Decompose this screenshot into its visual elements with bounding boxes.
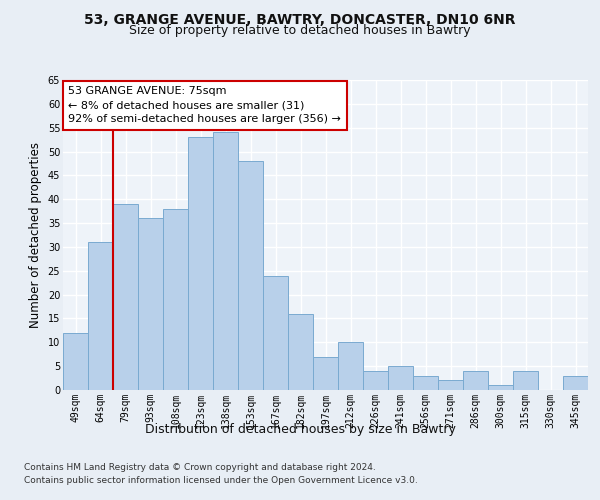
- Text: 53 GRANGE AVENUE: 75sqm
← 8% of detached houses are smaller (31)
92% of semi-det: 53 GRANGE AVENUE: 75sqm ← 8% of detached…: [68, 86, 341, 124]
- Text: Size of property relative to detached houses in Bawtry: Size of property relative to detached ho…: [129, 24, 471, 37]
- Bar: [63, 333, 88, 390]
- Bar: [163, 209, 188, 390]
- Text: Distribution of detached houses by size in Bawtry: Distribution of detached houses by size …: [145, 422, 455, 436]
- Bar: [113, 204, 138, 390]
- Bar: [88, 242, 113, 390]
- Bar: [313, 356, 338, 390]
- Bar: [188, 137, 213, 390]
- Bar: [513, 371, 538, 390]
- Text: Contains public sector information licensed under the Open Government Licence v3: Contains public sector information licen…: [24, 476, 418, 485]
- Y-axis label: Number of detached properties: Number of detached properties: [29, 142, 42, 328]
- Bar: [263, 276, 288, 390]
- Bar: [213, 132, 238, 390]
- Bar: [338, 342, 363, 390]
- Text: Contains HM Land Registry data © Crown copyright and database right 2024.: Contains HM Land Registry data © Crown c…: [24, 462, 376, 471]
- Text: 53, GRANGE AVENUE, BAWTRY, DONCASTER, DN10 6NR: 53, GRANGE AVENUE, BAWTRY, DONCASTER, DN…: [84, 12, 516, 26]
- Bar: [288, 314, 313, 390]
- Bar: [413, 376, 438, 390]
- Bar: [238, 161, 263, 390]
- Bar: [463, 371, 488, 390]
- Bar: [138, 218, 163, 390]
- Bar: [438, 380, 463, 390]
- Bar: [488, 385, 513, 390]
- Bar: [363, 371, 388, 390]
- Bar: [388, 366, 413, 390]
- Bar: [563, 376, 588, 390]
